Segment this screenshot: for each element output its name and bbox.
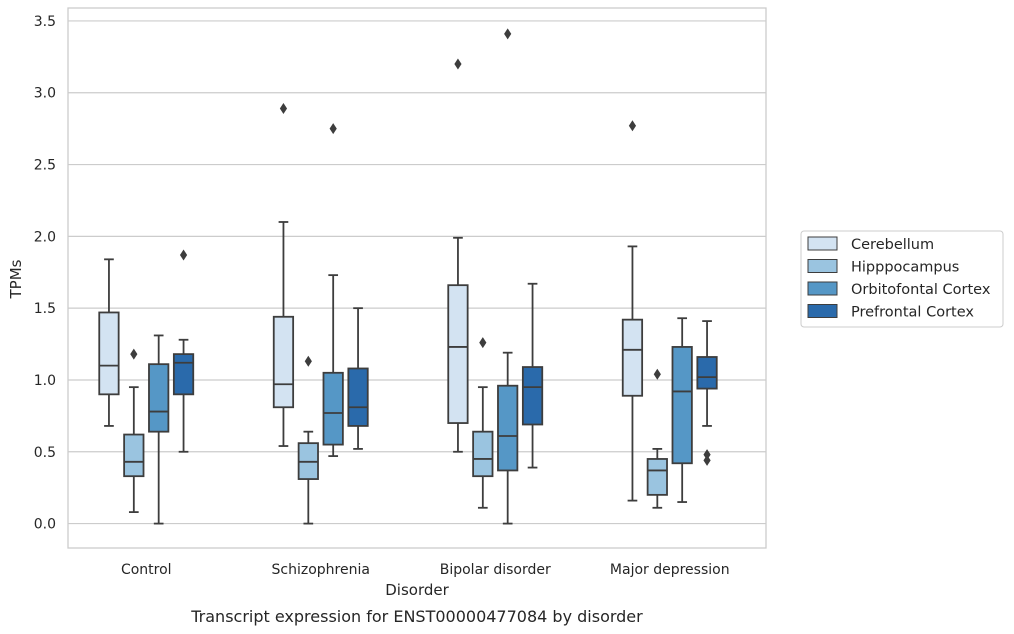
legend-swatch xyxy=(807,259,838,273)
outlier-point xyxy=(304,355,312,367)
box-orbitofontal-cortex xyxy=(671,317,693,503)
iqr-box xyxy=(696,356,718,390)
box-prefrontal-cortex xyxy=(696,320,718,466)
iqr-box xyxy=(123,433,145,478)
iqr-box xyxy=(98,311,120,396)
iqr-box xyxy=(322,371,344,446)
box-cerebellum xyxy=(447,58,469,453)
x-tick-label: Control xyxy=(121,562,172,578)
box-hipppocampus xyxy=(297,355,319,525)
box-prefrontal-cortex xyxy=(347,307,369,450)
iqr-box xyxy=(621,318,644,397)
iqr-box xyxy=(472,430,494,478)
x-tick-label: Schizophrenia xyxy=(272,562,370,578)
legend-label: Prefrontal Cortex xyxy=(851,305,974,321)
legend-swatch xyxy=(807,236,838,251)
legend-label: Hipppocampus xyxy=(851,260,959,276)
iqr-box xyxy=(172,353,195,396)
box-hipppocampus xyxy=(646,368,668,509)
iqr-box xyxy=(497,384,519,472)
outlier-point xyxy=(179,249,188,261)
y-tick-label: 0.5 xyxy=(34,445,56,461)
iqr-box xyxy=(447,284,469,424)
iqr-box xyxy=(521,366,544,426)
outlier-point xyxy=(653,368,661,380)
boxes xyxy=(98,28,718,525)
x-axis-label: Disorder xyxy=(385,581,449,599)
y-tick-label: 1.5 xyxy=(34,301,56,317)
y-axis-label: TPMs xyxy=(7,259,25,299)
box-hipppocampus xyxy=(472,337,494,509)
y-tick-label: 2.5 xyxy=(34,158,56,174)
plot-frame xyxy=(67,7,767,549)
iqr-box xyxy=(646,458,668,496)
iqr-box xyxy=(347,367,369,427)
outlier-point xyxy=(479,337,487,349)
x-tick-label: Major depression xyxy=(610,562,730,578)
legend-swatch xyxy=(807,281,838,296)
iqr-box xyxy=(272,315,295,409)
chart-caption: Transcript expression for ENST0000047708… xyxy=(190,607,643,626)
box-prefrontal-cortex xyxy=(521,282,544,469)
box-orbitofontal-cortex xyxy=(322,123,344,457)
outlier-point xyxy=(628,120,637,132)
outlier-point xyxy=(279,103,288,115)
x-tick-labels: Control Schizophrenia Bipolar disorder Majo… xyxy=(121,562,730,578)
box-cerebellum xyxy=(98,258,120,427)
x-tick-label: Bipolar disorder xyxy=(440,562,551,578)
outlier-point xyxy=(703,454,711,466)
box-cerebellum xyxy=(621,120,644,502)
outlier-point xyxy=(329,123,337,135)
y-tick-label: 3.0 xyxy=(34,86,56,102)
y-tick-label: 2.0 xyxy=(34,229,56,245)
legend: Cerebellum Hipppocampus Orbitofontal Corte… xyxy=(800,230,1004,328)
y-tick-label: 3.5 xyxy=(34,14,56,30)
outlier-point xyxy=(504,28,512,40)
plot-background xyxy=(68,8,766,548)
legend-label: Orbitofontal Cortex xyxy=(851,282,991,298)
box-hipppocampus xyxy=(123,348,145,513)
box-prefrontal-cortex xyxy=(172,249,195,453)
y-tick-label: 1.0 xyxy=(34,373,56,389)
box-orbitofontal-cortex xyxy=(148,334,170,525)
outlier-point xyxy=(703,449,711,461)
legend-frame xyxy=(800,230,1004,328)
box-cerebellum xyxy=(272,103,295,447)
y-tick-labels: 0.0 0.5 1.0 1.5 2.0 2.5 3.0 3.5 xyxy=(34,14,56,533)
y-tick-label: 0.0 xyxy=(34,517,56,533)
outlier-point xyxy=(454,58,462,70)
box-orbitofontal-cortex xyxy=(497,28,519,525)
iqr-box xyxy=(671,346,693,465)
legend-label: Cerebellum xyxy=(851,237,934,253)
legend-swatch xyxy=(807,304,838,318)
iqr-box xyxy=(148,363,170,433)
outlier-point xyxy=(130,348,138,360)
